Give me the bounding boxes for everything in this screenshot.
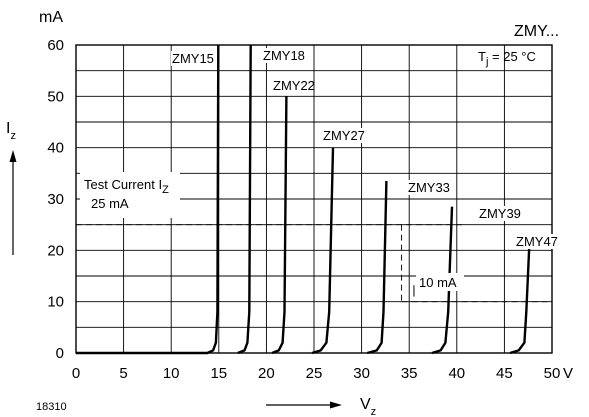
y-unit-label: mA <box>39 9 63 26</box>
test-current-annotation: Test Current IZ 25 mA <box>80 172 180 218</box>
series-label-zmy27: ZMY27 <box>323 128 365 143</box>
y-axis-subscript: z <box>10 130 16 142</box>
curve-zmy33 <box>366 180 388 355</box>
test-current-label: Test Current IZ <box>84 177 169 196</box>
y-tick-label: 40 <box>47 140 64 157</box>
curve-zmy15 <box>76 44 220 355</box>
delta-current-value: 10 mA <box>419 275 457 290</box>
series-label-zmy15: ZMY15 <box>172 51 214 66</box>
y-tick-label: 20 <box>47 242 64 259</box>
temperature-condition: Tj = 25 °C <box>478 49 536 68</box>
y-tick-label: 0 <box>56 345 64 362</box>
x-axis-subscript: z <box>371 406 377 417</box>
x-tick-label: 25 <box>306 365 323 382</box>
x-axis-symbol: V <box>360 396 371 413</box>
curve-zmy47 <box>509 247 531 355</box>
series-label-zmy47: ZMY47 <box>516 234 558 249</box>
test-current-subscript: Z <box>162 184 169 196</box>
x-tick-label: 15 <box>210 365 227 382</box>
x-tick-label: 45 <box>496 365 513 382</box>
delta-current-annotation: 10 mA <box>416 273 464 291</box>
x-tick-label: 5 <box>119 365 127 382</box>
series-label-zmy22: ZMY22 <box>273 78 315 93</box>
series-labels: ZMY15 ZMY18 ZMY22 ZMY27 ZMY33 ZMY39 ZMY47 <box>171 48 558 249</box>
test-current-symbol: I <box>158 177 162 192</box>
y-tick-label: 60 <box>47 37 64 54</box>
series-curves <box>76 44 531 355</box>
grid <box>76 45 552 353</box>
figure-number: 18310 <box>36 401 67 413</box>
x-tick-label: 35 <box>401 365 418 382</box>
x-tick-label: 50 <box>544 365 561 382</box>
y-tick-label: 50 <box>47 88 64 105</box>
y-axis-symbol: I <box>6 120 10 137</box>
x-tick-label: 20 <box>258 365 275 382</box>
series-label-zmy33: ZMY33 <box>408 180 450 195</box>
condition-symbol: T <box>478 49 486 64</box>
condition-value: = 25 °C <box>488 49 535 64</box>
test-current-text: Test Current <box>84 177 155 192</box>
chart-title: ZMY... <box>514 23 559 40</box>
x-tick-label: 40 <box>448 365 465 382</box>
x-tick-label: 10 <box>163 365 180 382</box>
y-tick-label: 30 <box>47 191 64 208</box>
y-tick-label: 10 <box>47 294 64 311</box>
x-axis-arrow <box>266 401 342 409</box>
curve-zmy27 <box>311 147 335 355</box>
x-axis-label: Vz <box>360 396 376 417</box>
condition-subscript: j <box>485 56 488 68</box>
series-label-zmy18: ZMY18 <box>263 48 305 63</box>
x-tick-label: 0 <box>72 365 80 382</box>
test-current-value: 25 mA <box>91 196 129 211</box>
curve-zmy18 <box>237 44 252 355</box>
x-tick-label: 30 <box>353 365 370 382</box>
y-axis-arrow <box>9 150 17 255</box>
y-axis-label: Iz <box>6 120 16 142</box>
curve-zmy22 <box>271 96 288 355</box>
tick-labels: 0 5 10 15 20 25 30 35 40 45 50 0 10 20 30 40 50 60 <box>47 37 560 382</box>
x-unit-label: V <box>563 365 573 382</box>
series-label-zmy39: ZMY39 <box>479 206 521 221</box>
